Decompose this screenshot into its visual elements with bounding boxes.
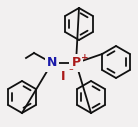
Text: ⁻: ⁻ xyxy=(68,67,73,76)
Text: N: N xyxy=(47,57,57,69)
Text: P: P xyxy=(71,57,81,69)
Text: +: + xyxy=(82,53,89,62)
Text: I: I xyxy=(61,70,65,83)
